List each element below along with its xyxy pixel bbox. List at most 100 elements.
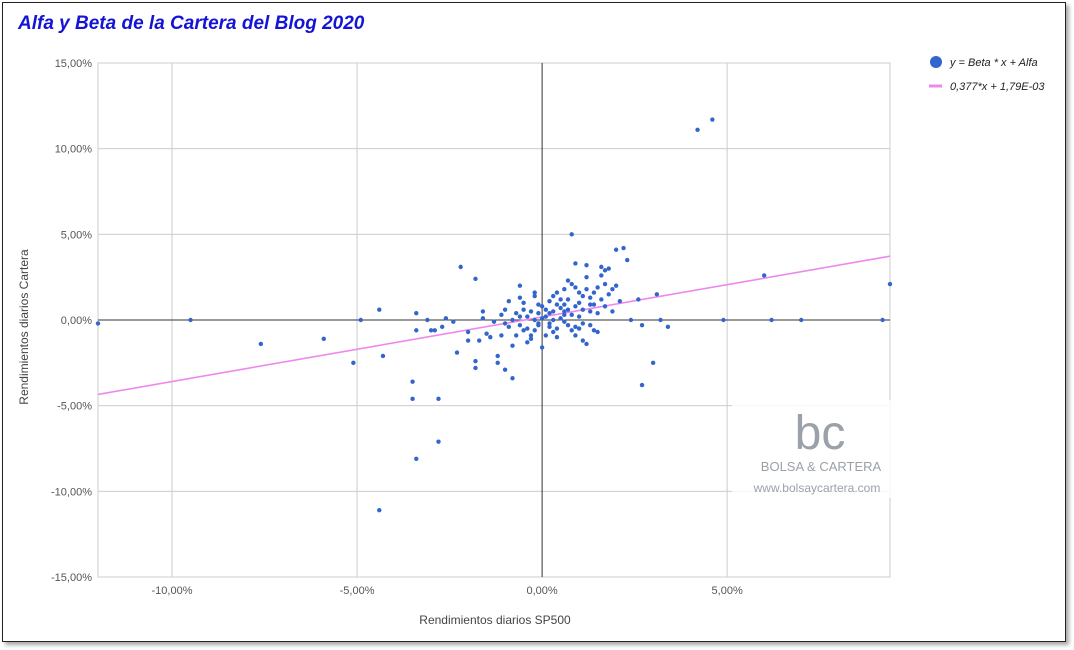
data-point [536, 302, 541, 307]
data-point [521, 307, 526, 312]
data-point [439, 324, 445, 330]
data-point [547, 321, 552, 326]
data-point [536, 322, 541, 328]
data-point [454, 350, 460, 355]
data-point [502, 321, 508, 326]
data-point [654, 292, 660, 297]
data-point [358, 317, 363, 323]
chart-title: Alfa y Beta de la Cartera del Blog 2020 [18, 13, 365, 34]
x-tick-label: -5,00% [340, 585, 375, 597]
data-point [584, 286, 589, 292]
data-point [436, 396, 441, 402]
data-point [188, 317, 193, 323]
data-point [695, 127, 700, 133]
data-point [576, 326, 582, 331]
data-point [554, 302, 560, 307]
data-point [491, 319, 497, 324]
data-point [613, 283, 619, 288]
data-point [499, 333, 504, 338]
data-point [539, 316, 545, 321]
data-point [573, 324, 578, 330]
data-point [599, 264, 604, 270]
data-point [569, 312, 574, 318]
data-point [521, 328, 526, 333]
data-point [617, 298, 623, 304]
data-point [562, 309, 567, 314]
watermark-url: www.bolsaycartera.com [753, 481, 881, 495]
data-point [573, 285, 578, 290]
data-point [558, 297, 563, 302]
data-point [547, 324, 552, 330]
data-point [528, 333, 534, 338]
data-point [517, 283, 523, 288]
data-point [95, 321, 101, 326]
data-point [532, 290, 537, 295]
data-point [465, 338, 471, 343]
data-point [606, 292, 611, 297]
data-point [573, 304, 578, 309]
data-point [458, 264, 463, 270]
data-point [510, 343, 515, 348]
legend: y = Beta * x + Alfa 0,377*x + 1,79E-03 [929, 56, 1045, 93]
data-point [514, 333, 519, 338]
y-axis-label: Rendimientos diarios Cartera [17, 249, 31, 405]
data-point [610, 309, 615, 314]
data-point [562, 312, 567, 318]
data-point [710, 117, 715, 122]
data-point [584, 341, 589, 347]
data-point [517, 322, 523, 328]
data-point [488, 334, 493, 340]
data-point [536, 310, 541, 316]
data-point [495, 360, 500, 366]
data-point [595, 285, 600, 290]
data-point [565, 297, 571, 302]
data-point [569, 281, 574, 287]
y-tick-label: -15,00% [51, 572, 92, 584]
data-point [476, 338, 482, 343]
data-point [258, 341, 264, 347]
data-point [761, 273, 767, 278]
data-point [569, 328, 574, 333]
data-point [451, 319, 456, 324]
data-point [588, 295, 593, 300]
data-point [480, 309, 486, 314]
data-point [584, 274, 589, 280]
data-point [588, 322, 593, 328]
trend-line-group [97, 255, 891, 396]
data-point [639, 382, 645, 388]
data-point [595, 310, 600, 316]
watermark-brand: BOLSA & CARTERA [761, 459, 882, 474]
data-point [565, 322, 571, 328]
y-tick-label: -5,00% [57, 401, 92, 413]
data-point [551, 329, 556, 335]
data-point [554, 334, 560, 340]
data-point [576, 290, 582, 295]
data-point [665, 324, 671, 330]
data-point [628, 317, 634, 323]
data-point [580, 307, 586, 312]
data-point [510, 317, 515, 323]
data-point [576, 314, 582, 319]
data-point [521, 300, 526, 306]
data-point [525, 340, 530, 345]
data-point [558, 305, 563, 311]
y-tick-label: -10,00% [51, 486, 92, 498]
data-point [510, 376, 515, 381]
data-point [599, 297, 604, 302]
data-point [591, 302, 597, 307]
data-point [517, 314, 523, 319]
trend-line [97, 255, 891, 396]
y-tick-label: 15,00% [55, 58, 93, 70]
data-point [539, 345, 545, 350]
watermark-background [732, 400, 902, 498]
y-tick-label: 5,00% [61, 229, 92, 241]
data-point [473, 365, 478, 371]
data-point [499, 312, 504, 318]
x-axis-label: Rendimientos diarios SP500 [419, 613, 571, 627]
data-point [562, 302, 567, 307]
data-point [547, 298, 552, 304]
data-point [543, 307, 549, 312]
data-point [591, 290, 597, 295]
data-point [551, 317, 556, 323]
